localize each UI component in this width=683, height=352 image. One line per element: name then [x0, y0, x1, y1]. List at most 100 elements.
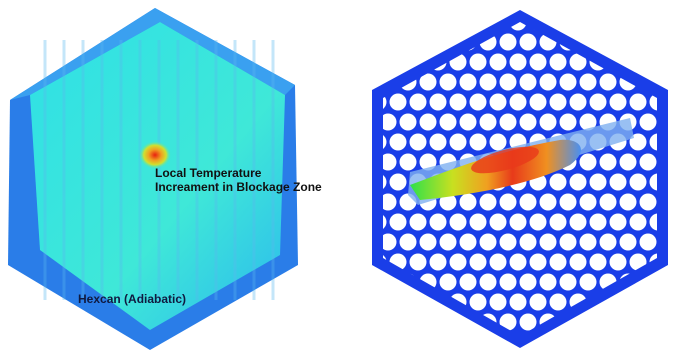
hole — [530, 214, 547, 231]
hole — [520, 74, 537, 91]
hole — [640, 34, 657, 51]
hole — [610, 254, 627, 271]
hole — [520, 314, 537, 331]
hole — [590, 174, 607, 191]
hole — [500, 274, 517, 291]
hole — [490, 94, 507, 111]
hole — [590, 214, 607, 231]
hole — [500, 114, 517, 131]
hole — [500, 234, 517, 251]
hole — [540, 74, 557, 91]
hole — [380, 34, 397, 51]
hole — [550, 94, 567, 111]
hole — [550, 54, 567, 71]
hole — [420, 34, 437, 51]
hole — [540, 194, 557, 211]
hole — [470, 14, 487, 31]
hole — [620, 34, 637, 51]
hole — [450, 94, 467, 111]
hole — [530, 294, 547, 311]
hole — [430, 94, 447, 111]
hole — [450, 254, 467, 271]
hole — [510, 94, 527, 111]
hole — [480, 74, 497, 91]
hole — [530, 94, 547, 111]
hole — [520, 114, 537, 131]
hole — [590, 14, 607, 31]
hole — [410, 294, 427, 311]
hole — [480, 194, 497, 211]
hole — [660, 34, 677, 51]
hole — [650, 14, 667, 31]
hole — [600, 194, 617, 211]
hole — [580, 154, 597, 171]
hole — [410, 254, 427, 271]
hole — [620, 234, 637, 251]
hole — [640, 234, 657, 251]
hole — [650, 294, 667, 311]
hole — [580, 314, 597, 331]
hole — [410, 94, 427, 111]
hole — [370, 294, 387, 311]
hole — [400, 314, 417, 331]
hole — [490, 54, 507, 71]
hole — [640, 114, 657, 131]
hole — [630, 214, 647, 231]
hole — [460, 234, 477, 251]
hole — [460, 114, 477, 131]
hole — [560, 194, 577, 211]
hole — [610, 214, 627, 231]
hole — [390, 14, 407, 31]
hole — [470, 94, 487, 111]
hole — [560, 274, 577, 291]
hole — [470, 54, 487, 71]
hole — [620, 194, 637, 211]
hole — [620, 154, 637, 171]
hole — [440, 274, 457, 291]
hole — [490, 294, 507, 311]
hot-spot — [139, 141, 171, 169]
hole — [650, 54, 667, 71]
hole — [510, 214, 527, 231]
hole — [370, 14, 387, 31]
hole — [570, 214, 587, 231]
hole — [520, 234, 537, 251]
hole — [490, 254, 507, 271]
hole — [660, 314, 677, 331]
hole — [570, 94, 587, 111]
hole — [540, 114, 557, 131]
hole — [600, 34, 617, 51]
hole — [570, 174, 587, 191]
hole — [500, 74, 517, 91]
hole — [510, 54, 527, 71]
hole — [550, 254, 567, 271]
hole — [570, 14, 587, 31]
hole — [390, 214, 407, 231]
hole — [520, 274, 537, 291]
hole — [440, 314, 457, 331]
hole — [560, 234, 577, 251]
hole — [580, 194, 597, 211]
hole — [410, 14, 427, 31]
hole — [640, 314, 657, 331]
hole — [550, 294, 567, 311]
hole — [400, 34, 417, 51]
hole — [490, 214, 507, 231]
annotation-line: Increament in Blockage Zone — [155, 180, 322, 194]
hole — [410, 214, 427, 231]
figure: Local Temperature Increament in Blockage… — [0, 0, 683, 352]
hole — [630, 94, 647, 111]
hole — [480, 114, 497, 131]
hole — [480, 274, 497, 291]
hole — [450, 214, 467, 231]
hole — [470, 254, 487, 271]
hole — [440, 74, 457, 91]
hole — [600, 154, 617, 171]
hole — [380, 314, 397, 331]
hole — [540, 274, 557, 291]
hole — [390, 174, 407, 191]
hole — [460, 194, 477, 211]
hole — [580, 74, 597, 91]
hole — [400, 154, 417, 171]
hole — [560, 74, 577, 91]
